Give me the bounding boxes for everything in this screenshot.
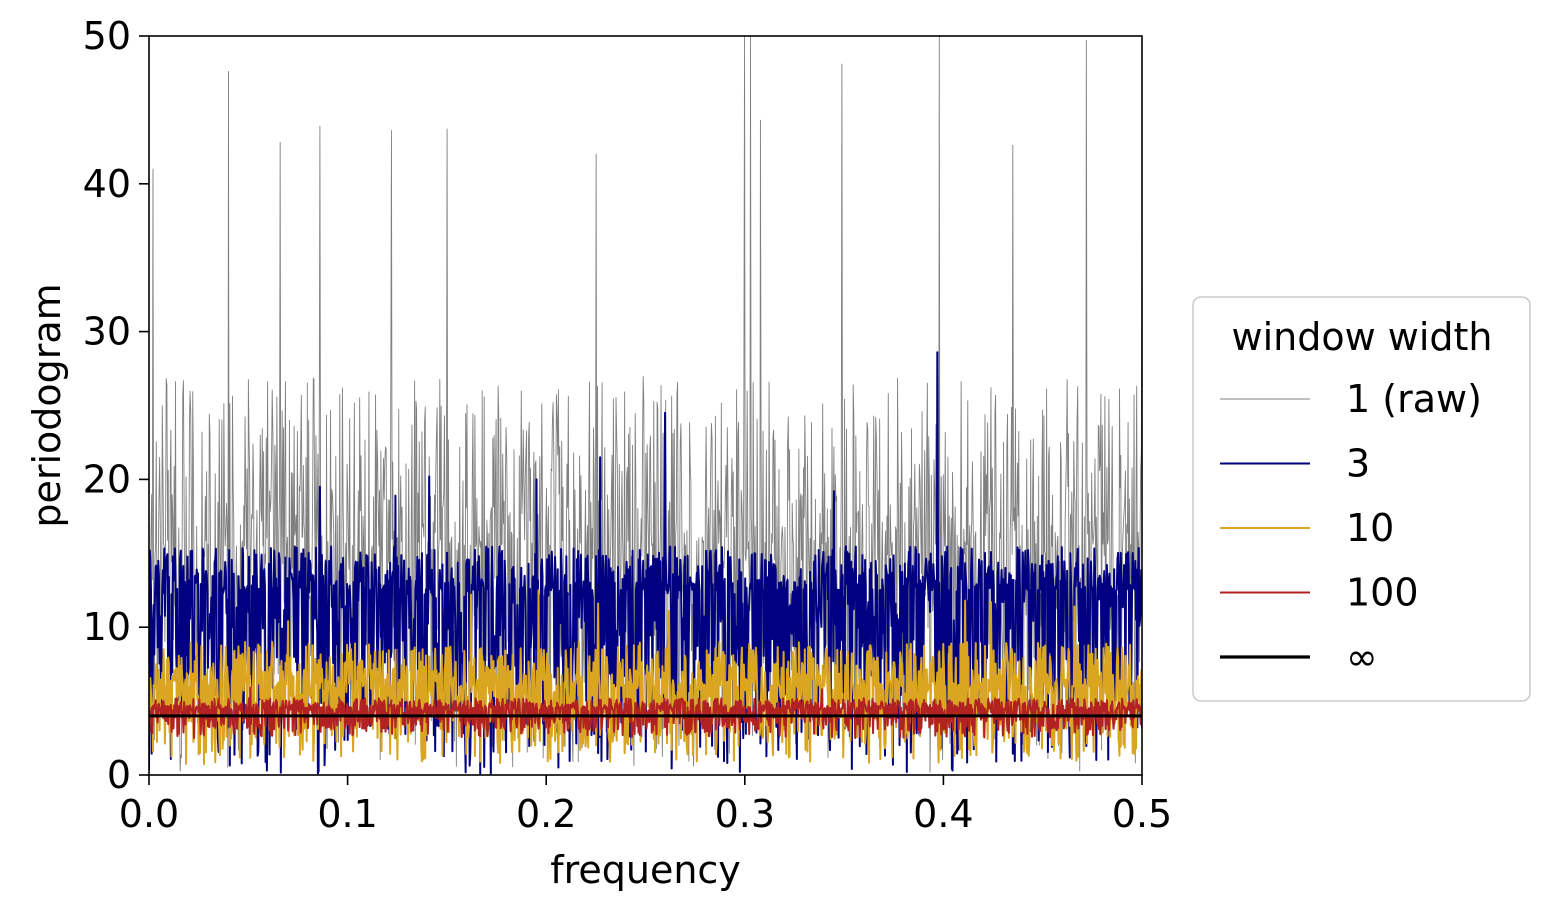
x-tick-label: 0.2 bbox=[516, 792, 576, 836]
legend-entries: 1 (raw) 3 10 100 ∞ bbox=[1220, 377, 1482, 679]
series-layer bbox=[149, 36, 1142, 775]
x-tick-label: 0.0 bbox=[119, 792, 179, 836]
y-axis: 0 10 20 30 40 50 bbox=[83, 14, 149, 797]
x-tick-label: 0.1 bbox=[317, 792, 377, 836]
y-tick-label: 10 bbox=[83, 605, 131, 649]
legend: window width 1 (raw) 3 10 100 ∞ bbox=[1192, 296, 1531, 702]
legend-label: 10 bbox=[1346, 506, 1394, 550]
x-tick-label: 0.5 bbox=[1112, 792, 1172, 836]
legend-label: 100 bbox=[1346, 571, 1419, 615]
legend-box bbox=[1192, 296, 1531, 702]
x-axis: 0.0 0.1 0.2 0.3 0.4 0.5 bbox=[119, 775, 1172, 836]
x-tick-label: 0.4 bbox=[913, 792, 973, 836]
legend-label: ∞ bbox=[1346, 635, 1378, 679]
y-tick-label: 40 bbox=[83, 162, 131, 206]
x-axis-label: frequency bbox=[550, 848, 741, 892]
y-tick-label: 50 bbox=[83, 14, 131, 58]
legend-title: window width bbox=[1232, 315, 1493, 359]
y-tick-label: 20 bbox=[83, 457, 131, 501]
x-tick-label: 0.3 bbox=[715, 792, 775, 836]
legend-label: 3 bbox=[1346, 442, 1370, 486]
y-axis-label: periodogram bbox=[25, 283, 69, 527]
y-tick-label: 0 bbox=[107, 753, 131, 797]
y-tick-label: 30 bbox=[83, 310, 131, 354]
series-10 bbox=[149, 589, 1142, 766]
legend-label: 1 (raw) bbox=[1346, 377, 1482, 421]
plot-frame bbox=[148, 35, 1143, 776]
